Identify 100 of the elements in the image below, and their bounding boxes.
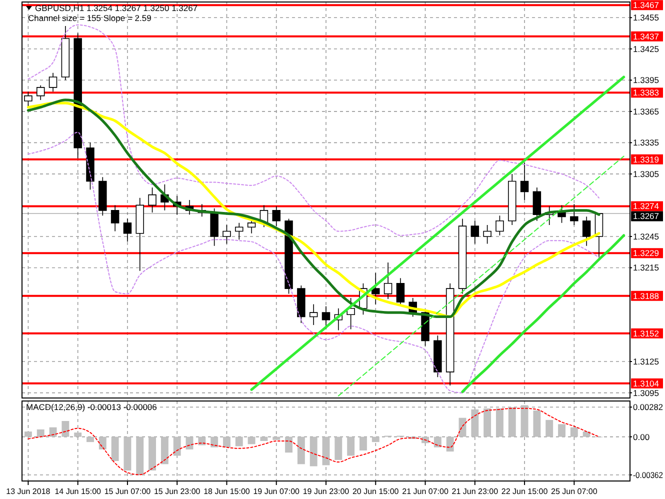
x-tick-label: 22 Jun 15:00 (501, 487, 548, 496)
bar (582, 432, 590, 437)
bar (496, 408, 504, 437)
bar (62, 421, 70, 437)
bar (484, 408, 492, 437)
bar (570, 427, 578, 437)
candlestick (532, 187, 542, 222)
candlestick (582, 216, 591, 246)
y-tick-label: 1.3305 (633, 168, 660, 179)
ref-line-label: 1.3104 (633, 378, 660, 388)
bar (272, 436, 280, 440)
candlestick (446, 282, 454, 386)
bar (148, 436, 156, 470)
candlestick (470, 220, 480, 244)
bar (471, 409, 479, 437)
candlestick (148, 187, 156, 213)
line-series (28, 132, 600, 394)
candlestick (136, 198, 144, 272)
candlestick (123, 218, 132, 242)
candlestick (86, 142, 94, 190)
bar (136, 436, 144, 475)
candlestick (247, 218, 256, 234)
y-tick-label: 1.3215 (633, 262, 660, 273)
bar (285, 436, 292, 453)
chart-title: MACD(12,26,9) -0.00013 -0.00006 (26, 402, 158, 412)
bar (546, 420, 554, 437)
annotation: Channel size = 155 Slope = 2.59 (28, 13, 152, 23)
candlestick (322, 306, 330, 330)
y-tick-label: 1.3245 (633, 231, 660, 242)
bar (434, 436, 442, 448)
ref-line-label: 1.3437 (633, 31, 660, 42)
x-tick-label: 15 Jun 07:00 (104, 487, 152, 496)
candlestick (297, 285, 306, 324)
candlestick (272, 206, 280, 226)
ref-line-label: 1.3383 (633, 88, 660, 98)
bar (248, 436, 256, 444)
y-tick-label: -0.00362 (633, 470, 665, 480)
candlestick (235, 222, 244, 240)
candlestick (384, 262, 392, 300)
x-tick-label: 15 Jun 23:00 (154, 487, 201, 496)
bar (86, 436, 94, 442)
line-series (338, 156, 624, 396)
bar (347, 436, 355, 456)
candlestick (222, 224, 231, 244)
bar (98, 436, 106, 450)
x-tick-label: 13 Jun 2018 (6, 487, 51, 496)
candlestick (496, 215, 504, 236)
ref-line-label: 1.3319 (633, 154, 660, 164)
x-tick-label: 20 Jun 15:00 (352, 487, 400, 496)
ref-line-label: 1.3229 (633, 248, 660, 258)
line-series (250, 76, 626, 391)
candlestick (309, 304, 318, 326)
ref-line-label: 1.3274 (633, 201, 660, 212)
candlestick (434, 335, 442, 378)
candlestick (110, 204, 120, 232)
candlestick (396, 278, 405, 307)
bar (508, 407, 516, 437)
bar (124, 436, 132, 470)
bar (372, 436, 380, 442)
y-tick-label: 1.3335 (633, 138, 660, 148)
ref-line-label: 1.3152 (633, 328, 660, 338)
candlestick (36, 84, 45, 100)
bar (297, 436, 305, 464)
candlestick (284, 218, 293, 294)
y-tick-label: 0.00 (633, 432, 650, 442)
y-tick-label: 1.3455 (633, 12, 660, 23)
candlestick (98, 176, 107, 216)
y-tick-label: 1.3395 (633, 75, 660, 86)
candlestick (508, 174, 516, 226)
candlestick (74, 32, 82, 159)
candlestick (483, 224, 492, 244)
bar (24, 432, 32, 437)
bar (210, 436, 218, 448)
candlestick (458, 218, 467, 294)
chart-title: GBPUSD,H1 1.3254 1.3267 1.3250 1.3267 (35, 3, 198, 13)
bar (360, 436, 367, 450)
y-tick-label: 1.3095 (633, 388, 660, 398)
bar (36, 429, 44, 437)
x-tick-label: 19 Jun 23:00 (302, 487, 350, 496)
x-tick-label: 18 Jun 15:00 (204, 487, 250, 496)
y-tick-label: 1.3365 (633, 106, 660, 116)
candlestick (24, 91, 32, 107)
ref-line-label: 1.3188 (633, 290, 660, 301)
bar (173, 436, 181, 456)
line-series (28, 24, 600, 236)
candlestick (570, 204, 578, 226)
bar (160, 436, 168, 464)
candlestick (61, 26, 70, 81)
bar (223, 436, 230, 448)
x-tick-label: 25 Jun 07:00 (551, 487, 598, 496)
bar (260, 436, 268, 441)
bar (334, 436, 342, 460)
candlestick (48, 72, 58, 92)
bar (558, 424, 566, 437)
y-tick-label: 1.3425 (633, 44, 660, 54)
x-tick-label: 14 Jun 15:00 (54, 487, 102, 496)
candlestick (210, 208, 218, 246)
bar (322, 436, 330, 466)
bar (74, 432, 82, 437)
x-tick-label: 19 Jun 07:00 (253, 487, 300, 496)
